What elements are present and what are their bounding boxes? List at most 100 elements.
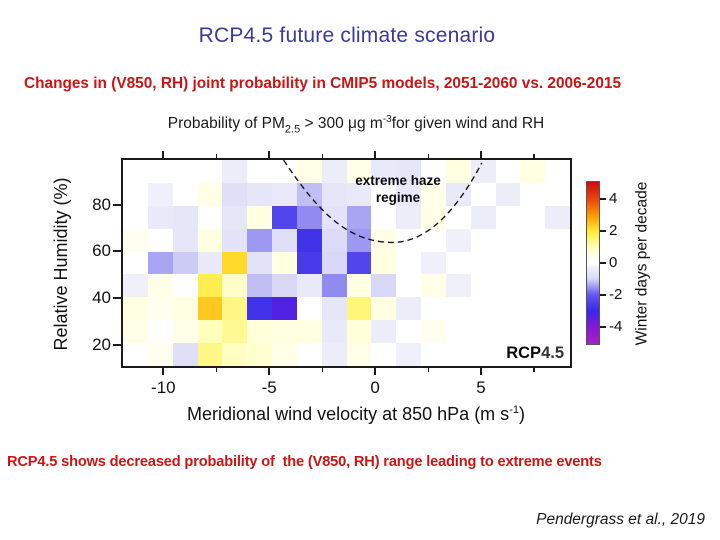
heatmap-cell: [470, 343, 496, 366]
heatmap-cell: [197, 251, 223, 275]
scenario-value: 4.5: [541, 344, 564, 362]
heatmap-cell: [371, 343, 397, 366]
heatmap-cell: [421, 205, 446, 229]
heatmap-cell: [545, 182, 570, 206]
scenario-label: RCP4.5: [506, 344, 564, 363]
heatmap-cell: [470, 228, 496, 252]
y-tick-label: 20: [92, 334, 111, 354]
heatmap-cell: [172, 274, 198, 298]
colorbar-tick: [600, 294, 606, 297]
heatmap-cell: [247, 274, 272, 298]
colorbar-tick: [600, 229, 606, 232]
heatmap-cell: [296, 251, 322, 275]
x-tick-label: -10: [151, 378, 176, 397]
heatmap-cell: [495, 343, 521, 366]
heatmap-cell: [445, 297, 471, 321]
heatmap-cell: [520, 205, 546, 229]
heatmap-cell: [520, 274, 546, 298]
x-tick-major-top: [268, 151, 271, 158]
heatmap-cell: [222, 251, 248, 275]
heatmap-cell: [470, 320, 496, 344]
y-tick-label: 40: [92, 288, 111, 307]
heatmap-cell: [197, 320, 223, 344]
heatmap-cell: [321, 320, 347, 344]
heatmap-cell: [272, 228, 297, 252]
heatmap-cell: [172, 251, 198, 275]
heatmap-cell: [197, 274, 223, 298]
heatmap-cell: [520, 251, 546, 275]
heatmap-cell: [222, 160, 248, 183]
heatmap-cell: [445, 274, 471, 298]
colorbar-tick-label: 2: [609, 221, 618, 239]
heatmap-cell: [421, 228, 446, 252]
heatmap-cell: [172, 297, 198, 321]
colorbar-tick-label: 0: [609, 254, 618, 271]
heatmap-cell: [147, 274, 173, 298]
heatmap-cell: [296, 320, 322, 344]
heatmap-cell: [296, 160, 322, 183]
x-tick-minor: [427, 368, 430, 372]
heatmap-cell: [371, 251, 397, 275]
heatmap-cell: [346, 205, 372, 229]
heatmap-cell: [222, 182, 248, 206]
colorbar: [586, 181, 600, 345]
x-tick-minor: [533, 368, 535, 372]
scenario-prefix: RCP: [506, 344, 542, 362]
heatmap-cell: [123, 160, 148, 183]
heatmap-cell: [296, 297, 322, 321]
heatmap-cell: [495, 182, 521, 206]
attribution: Pendergrass et al., 2019: [536, 511, 705, 528]
heatmap-cell: [495, 320, 521, 344]
heatmap-cell: [396, 274, 421, 298]
colorbar-tick-label: 4: [609, 189, 618, 207]
plot-title-text-3: for given wind and RH: [391, 115, 545, 133]
heatmap-cell: [470, 251, 496, 275]
heatmap-cell: [197, 160, 223, 183]
heatmap-cell: [421, 343, 446, 366]
colorbar-tick: [600, 262, 606, 264]
heatmap-cell: [172, 343, 198, 366]
heatmap-cell: [396, 228, 421, 252]
heatmap-cell: [545, 297, 570, 321]
heatmap-cell: [445, 320, 471, 344]
colorbar-tick-label: -4: [609, 318, 623, 336]
heatmap-cell: [147, 297, 173, 321]
heatmap-cell: [296, 343, 322, 366]
heatmap-cell: [445, 251, 471, 275]
heatmap-cell: [470, 182, 496, 206]
heatmap-cell: [123, 343, 148, 366]
x-tick-minor-top: [321, 154, 324, 158]
heatmap-cell: [296, 228, 322, 252]
heatmap-cell: [421, 320, 446, 344]
heatmap-cell: [147, 160, 173, 183]
heatmap-cell: [247, 228, 272, 252]
heatmap-cell: [147, 205, 173, 229]
heatmap-cell: [470, 205, 496, 229]
heatmap-cell: [247, 297, 272, 321]
heatmap-cell: [272, 297, 297, 321]
plot-title-text-1: Probability of PM: [167, 115, 285, 133]
x-tick-minor-top: [427, 154, 430, 158]
heatmap-cell: [147, 182, 173, 206]
heatmap-cell: [272, 343, 297, 366]
slide-title: RCP4.5 future climate scenario: [198, 24, 496, 47]
heatmap-cell: [172, 320, 198, 344]
heatmap-cell: [545, 274, 570, 298]
heatmap-cell: [147, 343, 173, 366]
heatmap-cell: [172, 182, 198, 206]
heatmap-cell: [470, 274, 496, 298]
heatmap-cell: [520, 297, 546, 321]
heatmap-cell: [296, 274, 322, 298]
heatmap-cell: [296, 182, 322, 206]
heatmap-cell: [147, 251, 173, 275]
heatmap-cell: [247, 251, 272, 275]
heatmap-cell: [495, 251, 521, 275]
heatmap-cell: [123, 297, 148, 321]
y-axis-label: Relative Humidity (%): [51, 177, 71, 351]
y-tick-label: 60: [92, 241, 111, 261]
heatmap-cell: [470, 160, 496, 183]
heatmap-cell: [222, 297, 248, 321]
heatmap-cell: [247, 320, 272, 344]
heatmap-cell: [545, 343, 570, 366]
plot-title-text-2: > 300 μg m: [300, 115, 383, 133]
